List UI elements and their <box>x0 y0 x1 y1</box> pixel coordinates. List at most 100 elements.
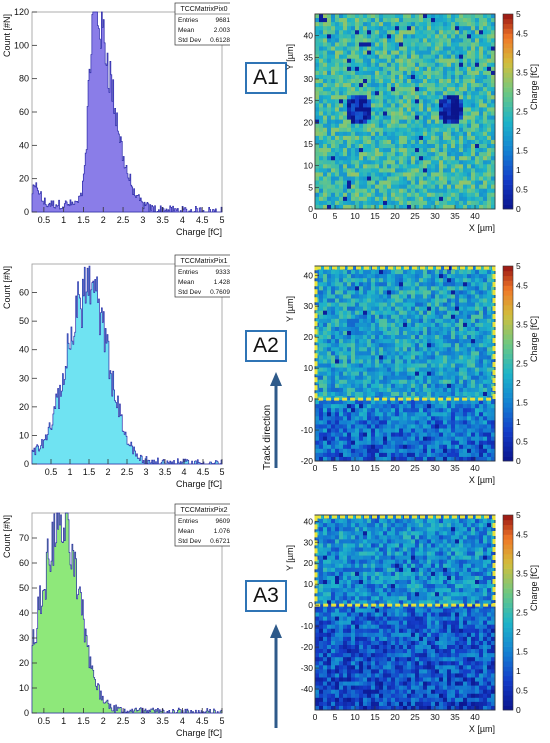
map-cell <box>455 372 459 376</box>
map-cell <box>343 319 347 323</box>
x-tick-label: 15 <box>370 463 380 473</box>
color-bar-segment <box>503 442 513 447</box>
map-cell <box>343 83 347 87</box>
map-cell <box>403 63 407 67</box>
map-cell <box>347 335 351 339</box>
map-cell <box>467 424 471 428</box>
map-cell <box>419 388 423 392</box>
map-cell <box>355 274 359 278</box>
map-cell <box>371 449 375 453</box>
map-cell <box>383 392 387 396</box>
map-cell <box>463 355 467 359</box>
map-cell <box>323 645 327 649</box>
map-cell <box>347 160 351 164</box>
map-cell <box>347 339 351 343</box>
map-cell <box>463 164 467 168</box>
map-cell <box>383 38 387 42</box>
color-bar-tick-label: 5 <box>516 261 521 271</box>
map-cell <box>447 359 451 363</box>
map-cell <box>395 116 399 120</box>
map-cell <box>395 441 399 445</box>
map-cell <box>323 83 327 87</box>
map-cell <box>431 433 435 437</box>
map-cell <box>323 22 327 26</box>
map-cell <box>351 112 355 116</box>
map-cell <box>383 408 387 412</box>
map-cell <box>359 136 363 140</box>
map-cell <box>479 189 483 193</box>
map-cell <box>427 148 431 152</box>
x-tick-label: 25 <box>410 463 420 473</box>
map-cell <box>323 107 327 111</box>
map-cell <box>443 433 447 437</box>
map-cell <box>335 535 339 539</box>
y-tick-label: 10 <box>304 363 314 373</box>
map-cell <box>379 30 383 34</box>
map-cell <box>483 335 487 339</box>
map-cell <box>435 339 439 343</box>
map-cell <box>395 437 399 441</box>
map-cell <box>459 416 463 420</box>
map-cell <box>375 18 379 22</box>
map-cell <box>479 372 483 376</box>
map-cell <box>459 34 463 38</box>
map-cell <box>423 286 427 290</box>
map-cell <box>343 140 347 144</box>
map-cell <box>379 42 383 46</box>
map-cell <box>391 294 395 298</box>
map-cell <box>439 168 443 172</box>
map-cell <box>443 112 447 116</box>
map-cell <box>447 14 451 18</box>
map-cell <box>403 160 407 164</box>
map-cell <box>471 384 475 388</box>
map-cell <box>399 343 403 347</box>
map-cell <box>327 185 331 189</box>
map-cell <box>483 359 487 363</box>
map-cell <box>335 140 339 144</box>
map-cell <box>319 424 323 428</box>
map-cell <box>359 359 363 363</box>
map-cell <box>351 132 355 136</box>
map-cell <box>463 290 467 294</box>
map-cell <box>435 136 439 140</box>
map-cell <box>383 319 387 323</box>
map-cell <box>467 323 471 327</box>
map-cell <box>323 690 327 694</box>
map-cell <box>467 112 471 116</box>
map-cell <box>435 445 439 449</box>
map-cell <box>359 55 363 59</box>
map-cell <box>463 30 467 34</box>
map-cell <box>459 376 463 380</box>
map-cell <box>327 59 331 63</box>
map-cell <box>319 576 323 580</box>
map-cell <box>339 543 343 547</box>
map-cell <box>467 140 471 144</box>
map-cell <box>475 311 479 315</box>
map-cell <box>451 278 455 282</box>
map-cell <box>415 181 419 185</box>
map-cell <box>323 588 327 592</box>
map-cell <box>431 71 435 75</box>
map-cell <box>423 299 427 303</box>
map-cell <box>339 412 343 416</box>
map-cell <box>407 128 411 132</box>
map-cell <box>379 14 383 18</box>
map-cell <box>319 657 323 661</box>
map-cell <box>343 290 347 294</box>
map-cell <box>483 164 487 168</box>
map-cell <box>319 103 323 107</box>
map-cell <box>431 59 435 63</box>
map-cell <box>415 47 419 51</box>
map-cell <box>335 420 339 424</box>
map-cell <box>439 323 443 327</box>
map-cell <box>335 424 339 428</box>
map-cell <box>427 83 431 87</box>
map-cell <box>327 519 331 523</box>
map-cell <box>355 99 359 103</box>
map-cell <box>407 99 411 103</box>
map-cell <box>407 30 411 34</box>
map-cell <box>347 294 351 298</box>
map-cell <box>415 359 419 363</box>
map-cell <box>359 71 363 75</box>
